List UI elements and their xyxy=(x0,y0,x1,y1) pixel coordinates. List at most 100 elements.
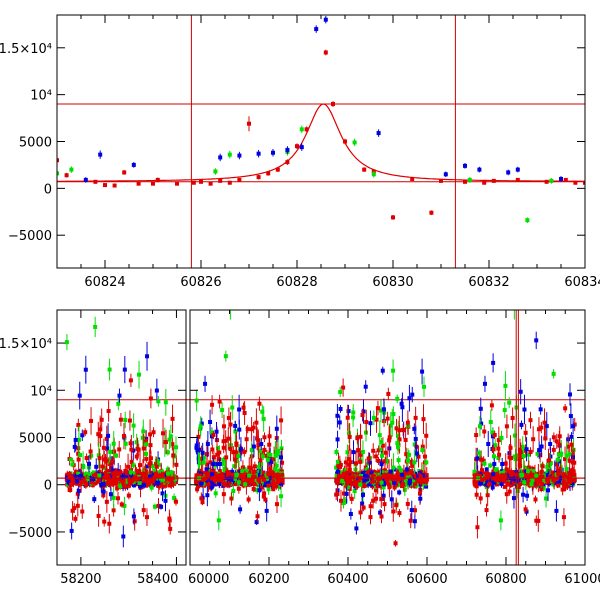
data-point xyxy=(99,482,104,487)
data-point xyxy=(354,484,359,489)
data-point xyxy=(80,433,85,438)
data-point xyxy=(231,450,236,455)
data-point xyxy=(345,450,350,455)
data-point xyxy=(204,471,209,476)
data-point xyxy=(201,455,206,460)
data-point xyxy=(108,481,113,486)
data-point xyxy=(83,430,88,435)
data-point xyxy=(151,477,156,482)
data-point xyxy=(271,487,276,492)
data-point xyxy=(396,433,401,438)
data-point xyxy=(396,458,401,463)
data-point xyxy=(377,474,382,479)
data-point xyxy=(237,407,242,412)
data-point xyxy=(399,468,404,473)
data-point xyxy=(210,472,215,477)
data-point xyxy=(124,475,129,480)
data-point xyxy=(167,518,172,523)
data-point xyxy=(72,506,77,511)
data-point xyxy=(355,472,360,477)
data-point xyxy=(102,457,107,462)
data-point xyxy=(111,478,116,483)
data-point xyxy=(346,462,351,467)
data-point xyxy=(360,501,365,506)
data-point xyxy=(259,442,264,447)
data-point xyxy=(334,492,339,497)
data-point xyxy=(387,471,392,476)
data-point xyxy=(346,409,351,414)
data-point xyxy=(108,449,113,454)
data-point xyxy=(68,488,73,493)
data-point xyxy=(205,493,210,498)
data-point xyxy=(84,481,89,486)
data-point xyxy=(128,441,133,446)
data-point xyxy=(78,453,83,458)
x-tick-label: 60826 xyxy=(180,275,221,290)
data-point xyxy=(126,474,131,479)
data-point xyxy=(356,448,361,453)
data-point xyxy=(227,180,232,185)
data-point xyxy=(85,476,90,481)
data-point xyxy=(69,528,74,533)
data-point xyxy=(154,388,159,393)
data-point xyxy=(369,482,374,487)
data-point xyxy=(146,477,151,482)
data-point xyxy=(161,477,166,482)
data-point xyxy=(163,498,168,503)
data-point xyxy=(463,179,467,184)
data-point xyxy=(197,461,202,466)
data-point xyxy=(157,473,162,478)
y-tick-label: 0 xyxy=(44,182,52,197)
data-point xyxy=(345,415,350,420)
data-point xyxy=(416,454,421,459)
data-point xyxy=(334,465,339,470)
data-point xyxy=(374,496,379,501)
data-point xyxy=(397,477,402,482)
data-point xyxy=(101,445,106,450)
data-point xyxy=(96,513,101,518)
data-point xyxy=(397,511,402,516)
data-point xyxy=(334,450,339,455)
data-point xyxy=(77,393,82,398)
data-point xyxy=(173,499,178,504)
data-point xyxy=(143,439,148,444)
data-point xyxy=(349,496,354,501)
data-point xyxy=(226,416,231,421)
data-point xyxy=(350,472,355,477)
data-point xyxy=(121,434,126,439)
data-point xyxy=(347,467,352,472)
data-point xyxy=(131,483,136,488)
data-point xyxy=(111,495,116,500)
data-point xyxy=(279,494,284,499)
data-point xyxy=(351,475,356,480)
data-point xyxy=(128,470,133,475)
data-point xyxy=(98,152,103,157)
data-point xyxy=(261,416,266,421)
data-point xyxy=(220,461,225,466)
data-point xyxy=(208,420,213,425)
data-point xyxy=(429,210,434,215)
x-tick-label: 60830 xyxy=(372,275,413,290)
data-point xyxy=(261,477,266,482)
data-point xyxy=(384,472,389,477)
data-point xyxy=(351,415,356,420)
data-point xyxy=(266,487,271,492)
data-point xyxy=(381,480,386,485)
data-point xyxy=(196,456,201,461)
data-point xyxy=(385,416,390,421)
data-point xyxy=(251,444,256,449)
data-point xyxy=(106,409,111,414)
data-point xyxy=(89,418,94,423)
data-point xyxy=(375,470,380,475)
y-tick-label: 10⁴ xyxy=(30,89,52,104)
data-point xyxy=(278,478,283,483)
data-point xyxy=(276,448,281,453)
data-point xyxy=(236,486,241,491)
data-point xyxy=(232,457,237,462)
data-point xyxy=(257,488,262,493)
data-point xyxy=(421,384,426,389)
data-point xyxy=(104,436,109,441)
data-point xyxy=(137,372,142,377)
data-point xyxy=(101,489,106,494)
data-point xyxy=(100,464,105,469)
